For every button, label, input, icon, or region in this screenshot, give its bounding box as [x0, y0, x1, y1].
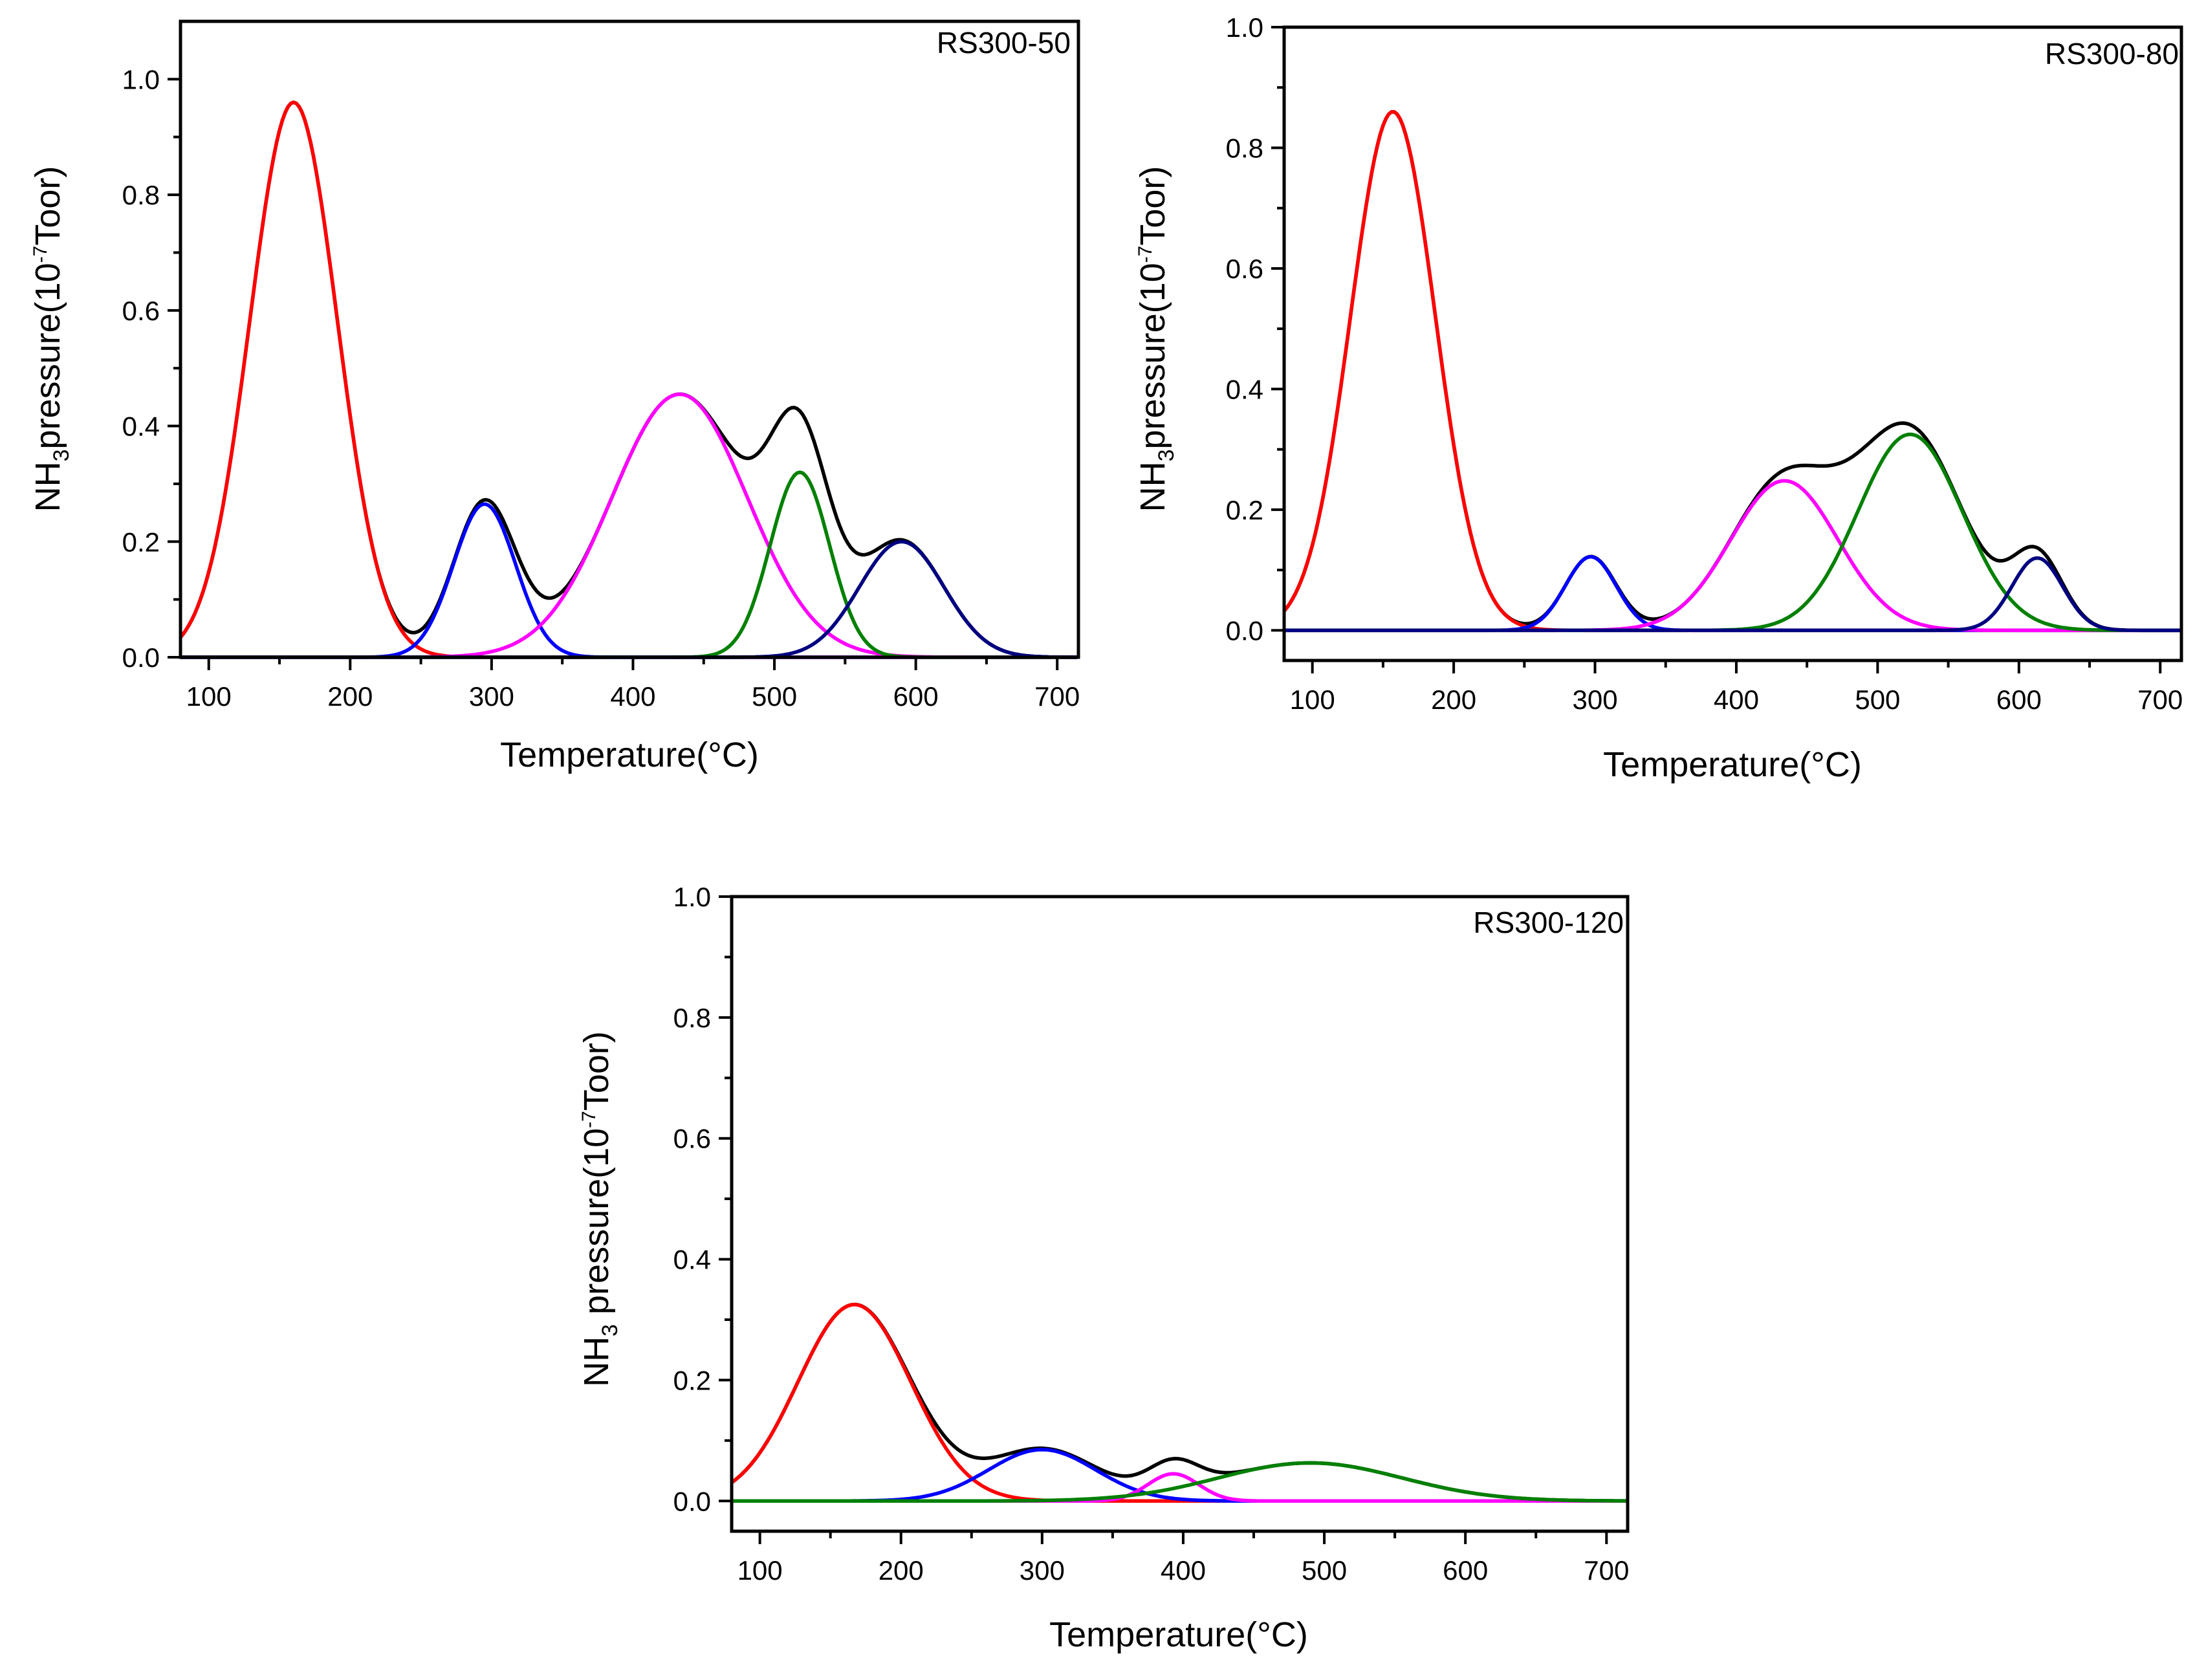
series-line-peak-2 — [1284, 555, 2180, 633]
panel-rs300-120: RS300-120 100 200 300 400 500 600 700 0.00.20.… — [577, 882, 1630, 1654]
y-tick-label: 0.4 — [673, 1245, 711, 1275]
y-tick-label: 1.0 — [1226, 12, 1263, 43]
series-line-total — [730, 1302, 1626, 1503]
x-tick-label: 100 — [737, 1555, 783, 1586]
plot-frame — [730, 895, 1630, 1533]
y-axis-label: NH3 pressure(10-7Toor) — [577, 1031, 622, 1387]
series-line-total — [179, 100, 1077, 659]
x-tick-label: 400 — [1161, 1555, 1206, 1586]
panel-title: RS300-120 — [1473, 906, 1624, 939]
x-tick-label: 700 — [1034, 681, 1080, 712]
panel-plot-area — [179, 100, 1077, 659]
series-line-peak-1 — [179, 100, 1077, 659]
x-axis: 100 200 300 400 500 600 700 — [186, 657, 1080, 712]
x-tick-label: 500 — [1302, 1555, 1347, 1586]
series-line-peak-2 — [180, 502, 1077, 659]
x-tick-label: 600 — [1996, 684, 2042, 715]
x-tick-label: 100 — [186, 681, 232, 712]
series-line-peak-5 — [1284, 556, 2180, 633]
x-tick-label: 400 — [1714, 684, 1759, 715]
x-tick-label: 700 — [1584, 1555, 1629, 1586]
x-axis-label: Temperature(°C) — [500, 736, 759, 774]
panel-rs300-80: RS300-80 100 200 300 400 500 600 700 0.0 0.2 0.4… — [1133, 12, 2183, 784]
y-tick-label: 0.4 — [1226, 374, 1263, 404]
y-tick-label: 0.0 — [1226, 615, 1263, 646]
series-line-peak-4 — [732, 1461, 1626, 1503]
series-line-peak-3 — [180, 392, 1077, 659]
x-axis-label: Temperature(°C) — [1603, 745, 1862, 784]
x-tick-label: 300 — [1572, 684, 1617, 715]
x-axis: 100 200 300 400 500 600 700 — [1290, 660, 2183, 715]
x-tick-label: 600 — [1443, 1555, 1488, 1586]
x-tick-label: 200 — [327, 681, 373, 712]
y-axis-label: NH3pressure(10-7Toor) — [1133, 166, 1179, 512]
panel-title: RS300-50 — [937, 26, 1071, 60]
series-line-peak-1 — [730, 1302, 1626, 1503]
x-tick-label: 300 — [1020, 1555, 1065, 1586]
series-line-peak-5 — [180, 540, 1077, 659]
series-line-peak-4 — [1284, 432, 2180, 633]
panel-title: RS300-80 — [2045, 37, 2179, 71]
y-tick-label: 0.2 — [673, 1365, 711, 1395]
x-tick-label: 500 — [1855, 684, 1900, 715]
y-axis: 0.0 0.2 0.4 0.6 0.8 1.0 — [122, 64, 180, 673]
y-tick-label: 1.0 — [122, 64, 160, 94]
x-tick-label: 700 — [2137, 684, 2183, 715]
panel-plot-area — [730, 1302, 1626, 1503]
y-tick-label: 1.0 — [673, 882, 711, 912]
y-tick-label: 0.0 — [122, 642, 160, 673]
x-tick-label: 200 — [879, 1555, 924, 1586]
y-tick-label: 0.4 — [122, 411, 160, 442]
series-line-peak-4 — [180, 470, 1077, 659]
x-axis: 100 200 300 400 500 600 700 — [737, 1531, 1629, 1586]
y-axis: 0.0 0.2 0.4 0.6 0.8 1.0 — [673, 882, 732, 1516]
panel-plot-area — [1282, 110, 2180, 633]
y-tick-label: 0.6 — [673, 1124, 711, 1154]
y-tick-label: 0.8 — [673, 1003, 711, 1033]
x-tick-label: 100 — [1290, 684, 1335, 715]
y-tick-label: 0.2 — [122, 527, 160, 557]
y-tick-label: 0.2 — [1226, 495, 1263, 525]
x-axis-label: Temperature(°C) — [1049, 1615, 1308, 1654]
x-tick-label: 400 — [610, 681, 655, 712]
plot-frame — [1282, 25, 2183, 662]
y-tick-label: 0.8 — [122, 180, 160, 210]
x-tick-label: 600 — [893, 681, 939, 712]
plot-frame — [179, 19, 1080, 659]
x-tick-label: 200 — [1431, 684, 1476, 715]
y-tick-label: 0.8 — [1226, 133, 1263, 163]
y-tick-label: 0.0 — [673, 1486, 711, 1516]
x-tick-label: 500 — [752, 681, 797, 712]
panel-rs300-50: RS300-50 100 200 300 400 500 600 700 0.0 0.2 0.4… — [28, 19, 1080, 774]
y-tick-label: 0.6 — [122, 296, 160, 326]
y-tick-label: 0.6 — [1226, 254, 1263, 284]
x-tick-label: 300 — [469, 681, 514, 712]
y-axis: 0.0 0.2 0.4 0.6 0.8 1.0 — [1226, 12, 1284, 646]
y-axis-label: NH3pressure(10-7Toor) — [28, 166, 74, 512]
